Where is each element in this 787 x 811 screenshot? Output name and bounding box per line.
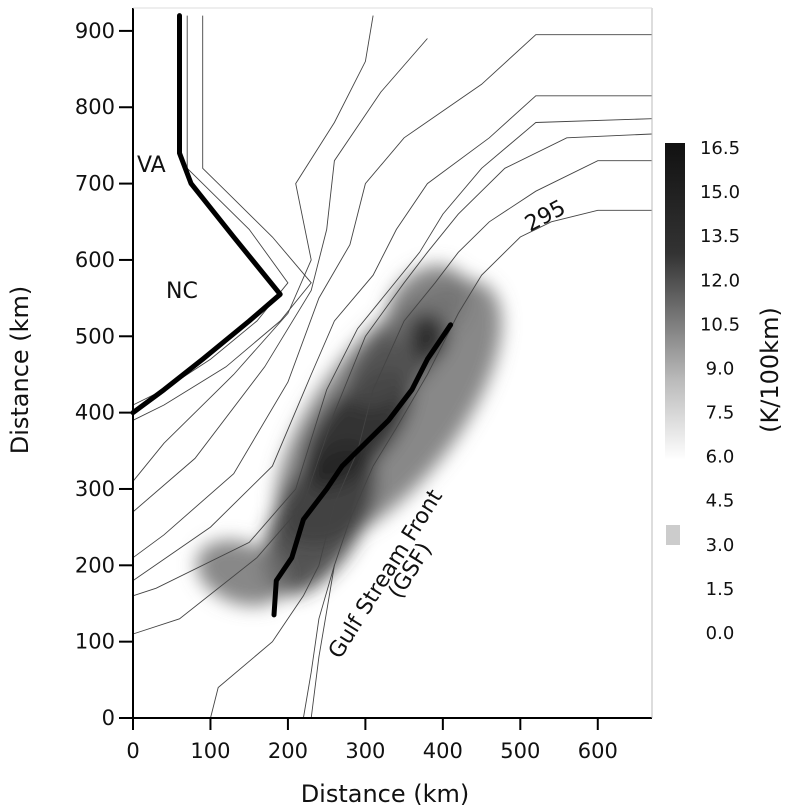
x-tick-label: 0 [126,739,139,763]
colorbar-tick-label: 7.5 [706,403,735,424]
contour-line-1 [132,15,312,421]
y-tick-label: 0 [102,706,115,730]
y-axis-title: Distance (km) [6,286,34,455]
contour-line-10 [310,565,335,719]
y-tick-label: 800 [75,95,115,119]
x-tick-label: 300 [345,739,385,763]
feature-lines [130,13,454,618]
x-tick-label: 500 [500,739,540,763]
contour-line-9 [302,209,652,719]
x-tick-label: 200 [268,739,308,763]
colorbar [665,143,685,460]
y-tick-label: 900 [75,19,115,43]
colorbar-tick-label: 0.0 [706,623,735,644]
y-tick-label: 400 [75,401,115,425]
colorbar-title: (K/100km) [756,307,784,433]
x-axis-title: Distance (km) [301,780,470,808]
temperature-contours [132,15,653,719]
gradient-shading [196,265,502,606]
coastline [130,13,283,416]
colorbar-tick-label: 1.5 [706,579,735,600]
x-tick-label: 600 [578,739,618,763]
contour-line-2 [132,15,374,482]
colorbar-tick-label: 16.5 [700,138,740,159]
gulf-stream-front-line [271,322,454,618]
colorbar-ticks: 16.5 15.0 13.5 12.0 10.5 9.0 7.5 6.0 4.5 3.0 1.5 0.… [666,138,740,644]
x-tick-label: 400 [423,739,463,763]
x-tick-label: 100 [190,739,230,763]
y-tick-label: 200 [75,553,115,577]
axes: 0 100 200 300 400 500 600 700 800 900 0 100 200 300 40… [75,7,653,763]
contour-line-8 [210,160,652,719]
y-tick-label: 100 [75,630,115,654]
contour-line-3 [132,38,428,513]
y-tick-label: 600 [75,248,115,272]
colorbar-tick-label: 12.0 [700,270,740,291]
contour-line-4 [132,34,652,559]
colorbar-tick-label: 4.5 [706,491,735,512]
y-tick-label: 700 [75,172,115,196]
colorbar-gradient [665,143,685,460]
label-contour-295: 295 [521,196,570,238]
gradient-region-5 [196,540,287,606]
label-va: VA [137,153,166,178]
colorbar-tick-label: 9.0 [706,358,735,379]
colorbar-tick-label: 10.5 [700,314,740,335]
colorbar-low-swatch [666,525,680,545]
contour-line-7 [132,133,653,635]
colorbar-tick-label: 15.0 [700,182,740,203]
y-tick-label: 500 [75,324,115,348]
colorbar-tick-label: 6.0 [706,447,735,468]
colorbar-tick-label: 3.0 [706,535,735,556]
label-nc: NC [166,279,198,304]
contour-line-6 [132,118,653,597]
y-tick-label: 300 [75,477,115,501]
colorbar-tick-label: 13.5 [700,226,740,247]
contour-line-5 [132,95,652,581]
